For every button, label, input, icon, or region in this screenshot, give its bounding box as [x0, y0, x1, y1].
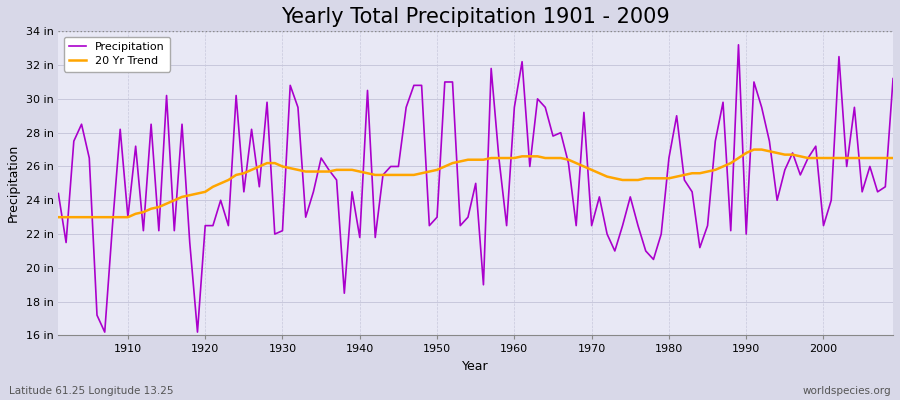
Precipitation	[292, 105, 303, 110]
X-axis label: Year: Year	[463, 360, 489, 373]
Precipitation	[887, 76, 898, 81]
20 Yr Trend	[887, 156, 898, 160]
20 Yr Trend	[53, 215, 64, 220]
Precipitation	[99, 330, 110, 334]
Precipitation	[122, 215, 133, 220]
Precipitation	[609, 248, 620, 253]
Precipitation	[734, 42, 744, 47]
Precipitation	[517, 59, 527, 64]
20 Yr Trend	[501, 156, 512, 160]
20 Yr Trend	[749, 147, 760, 152]
Text: Latitude 61.25 Longitude 13.25: Latitude 61.25 Longitude 13.25	[9, 386, 174, 396]
20 Yr Trend	[284, 166, 295, 170]
20 Yr Trend	[602, 174, 613, 179]
Precipitation	[339, 291, 350, 296]
Precipitation	[53, 191, 64, 196]
Legend: Precipitation, 20 Yr Trend: Precipitation, 20 Yr Trend	[64, 37, 170, 72]
Text: worldspecies.org: worldspecies.org	[803, 386, 891, 396]
20 Yr Trend	[115, 215, 126, 220]
Line: 20 Yr Trend: 20 Yr Trend	[58, 150, 893, 217]
Title: Yearly Total Precipitation 1901 - 2009: Yearly Total Precipitation 1901 - 2009	[282, 7, 670, 27]
Line: Precipitation: Precipitation	[58, 45, 893, 332]
20 Yr Trend	[331, 168, 342, 172]
Precipitation	[509, 105, 520, 110]
20 Yr Trend	[509, 156, 520, 160]
Y-axis label: Precipitation: Precipitation	[7, 144, 20, 222]
